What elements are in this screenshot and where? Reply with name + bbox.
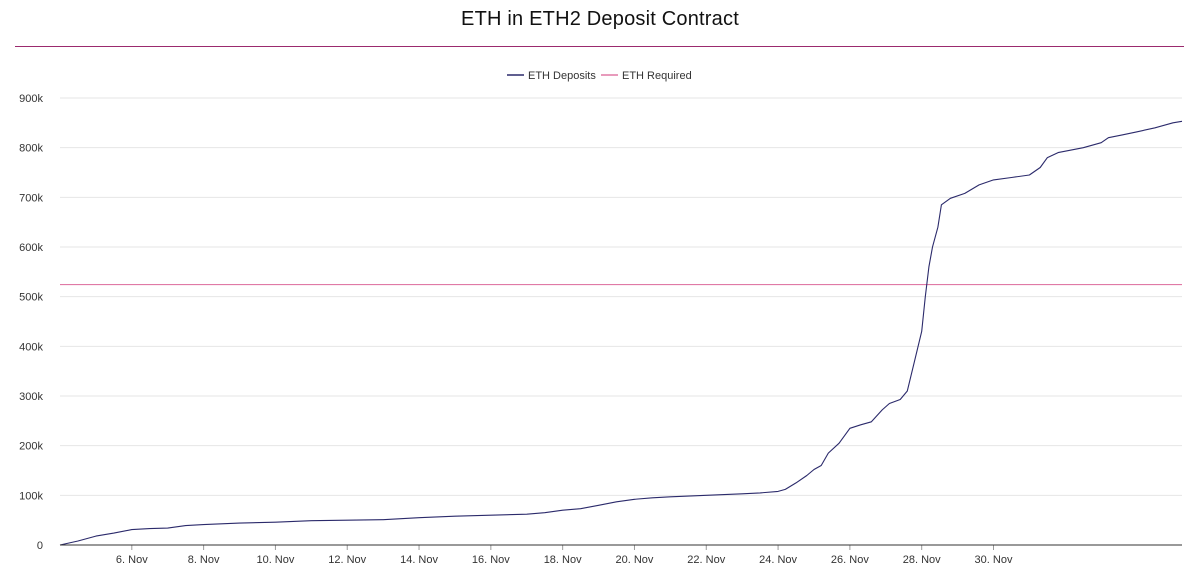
legend-label-eth-deposits[interactable]: ETH Deposits xyxy=(528,70,596,82)
x-tick-label: 10. Nov xyxy=(256,554,294,566)
x-tick-label: 18. Nov xyxy=(544,554,582,566)
series-lines xyxy=(59,120,1183,546)
y-tick-label: 600k xyxy=(19,242,43,254)
y-tick-label: 100k xyxy=(19,490,43,502)
x-tick-label: 16. Nov xyxy=(472,554,510,566)
chart-title: ETH in ETH2 Deposit Contract xyxy=(461,8,739,30)
x-tick-label: 8. Nov xyxy=(188,554,220,566)
x-tick-label: 14. Nov xyxy=(400,554,438,566)
series-line-eth-deposits xyxy=(59,120,1183,546)
y-tick-label: 300k xyxy=(19,391,43,403)
y-tick-label: 900k xyxy=(19,93,43,105)
x-tick-label: 22. Nov xyxy=(687,554,725,566)
x-tick-label: 28. Nov xyxy=(903,554,941,566)
legend: ETH Deposits ETH Required xyxy=(507,70,692,82)
y-tick-label: 800k xyxy=(19,143,43,155)
x-tick-label: 30. Nov xyxy=(975,554,1013,566)
x-axis-ticks: 6. Nov 8. Nov 10. Nov 12. Nov 14. Nov 16. Nov… xyxy=(116,545,1013,566)
y-tick-label: 400k xyxy=(19,341,43,353)
x-tick-label: 26. Nov xyxy=(831,554,869,566)
y-tick-label: 500k xyxy=(19,292,43,304)
x-tick-label: 20. Nov xyxy=(616,554,654,566)
x-tick-label: 6. Nov xyxy=(116,554,148,566)
y-axis-ticks: 0 100k 200k 300k 400k 500k 600k 700k 800k 900k xyxy=(19,93,43,552)
x-tick-label: 12. Nov xyxy=(328,554,366,566)
legend-label-eth-required[interactable]: ETH Required xyxy=(622,70,692,82)
x-tick-label: 24. Nov xyxy=(759,554,797,566)
y-tick-label: 700k xyxy=(19,192,43,204)
y-tick-label: 200k xyxy=(19,441,43,453)
title-divider xyxy=(15,46,1184,47)
y-tick-label: 0 xyxy=(37,540,43,552)
grid-lines xyxy=(60,97,1182,496)
